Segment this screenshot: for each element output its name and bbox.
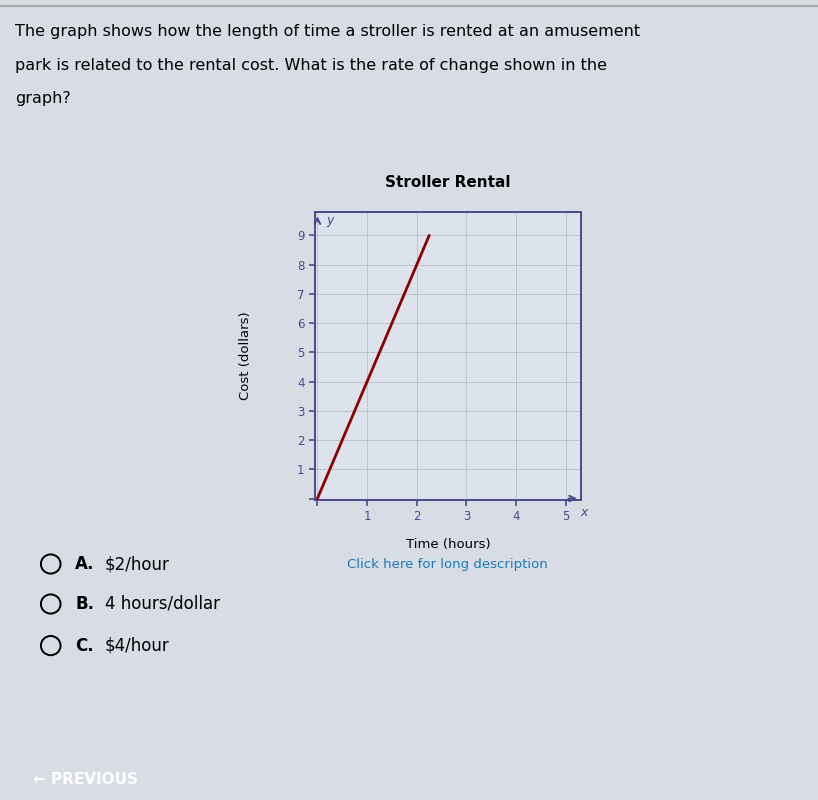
Text: park is related to the rental cost. What is the rate of change shown in the: park is related to the rental cost. What… <box>15 58 607 73</box>
Text: graph?: graph? <box>15 91 70 106</box>
Text: A.: A. <box>75 555 95 573</box>
Text: y: y <box>326 214 334 227</box>
Text: The graph shows how the length of time a stroller is rented at an amusement: The graph shows how the length of time a… <box>15 24 640 39</box>
Text: ← PREVIOUS: ← PREVIOUS <box>34 772 138 786</box>
Title: Stroller Rental: Stroller Rental <box>385 175 510 190</box>
Text: Cost (dollars): Cost (dollars) <box>239 312 252 400</box>
Text: x: x <box>581 506 588 519</box>
Text: $4/hour: $4/hour <box>105 637 169 654</box>
Text: Time (hours): Time (hours) <box>406 538 490 551</box>
Text: C.: C. <box>75 637 94 654</box>
Text: 4 hours/dollar: 4 hours/dollar <box>105 595 220 613</box>
Text: $2/hour: $2/hour <box>105 555 169 573</box>
Text: Click here for long description: Click here for long description <box>348 558 548 570</box>
Text: B.: B. <box>75 595 94 613</box>
